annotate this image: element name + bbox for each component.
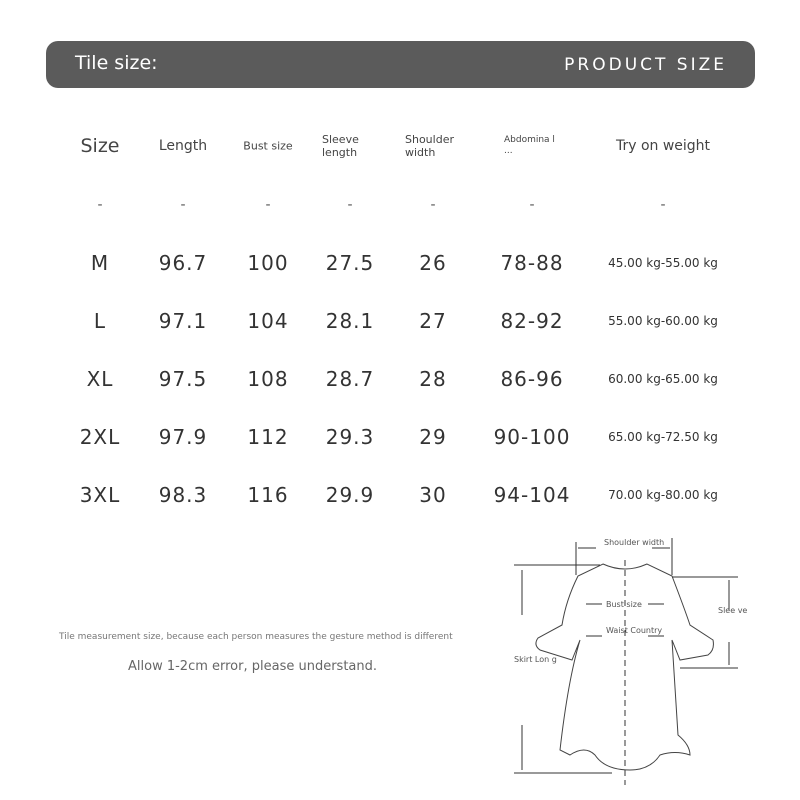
table-cell: 28.7	[325, 367, 375, 391]
product-size-title: PRODUCT SIZE	[564, 55, 727, 75]
column-header: Try on weight	[615, 138, 711, 154]
dress-outline	[535, 563, 714, 771]
table-cell: 29.3	[325, 425, 375, 449]
table-cell: 60.00 kg-65.00 kg	[608, 372, 718, 386]
size-label: XL	[86, 367, 114, 391]
column-header: Abdomina l ...	[504, 135, 555, 156]
table-cell: 104	[247, 309, 289, 333]
table-cell: 86-96	[500, 367, 564, 391]
size-label: 3XL	[79, 483, 121, 507]
table-cell: 55.00 kg-60.00 kg	[608, 314, 718, 328]
table-cell: 45.00 kg-55.00 kg	[608, 256, 718, 270]
table-cell: 27.5	[325, 251, 375, 275]
table-cell: 97.1	[158, 309, 208, 333]
sleeve-length-label: Slee ve Lo...	[718, 606, 750, 615]
table-cell: 108	[247, 367, 289, 391]
tile-size-title: Tile size:	[75, 52, 158, 74]
table-cell: 82-92	[500, 309, 564, 333]
table-cell: 97.5	[158, 367, 208, 391]
column-header: Size	[80, 135, 120, 157]
table-cell: 27	[419, 309, 447, 333]
table-cell: -	[430, 197, 436, 213]
table-cell: -	[265, 197, 271, 213]
bust-size-label: Bust size	[606, 600, 642, 609]
table-cell: -	[180, 197, 186, 213]
table-cell: 100	[247, 251, 289, 275]
shoulder-width-label: Shoulder width	[604, 538, 664, 547]
measurement-note: Tile measurement size, because each pers…	[59, 632, 453, 642]
table-cell: 28	[419, 367, 447, 391]
size-label: M	[90, 251, 110, 275]
header-banner: Tile size: PRODUCT SIZE	[46, 41, 755, 88]
table-cell: 26	[419, 251, 447, 275]
table-cell: -	[529, 197, 535, 213]
table-cell: 96.7	[158, 251, 208, 275]
skirt-length-label: Skirt Lon g	[514, 655, 557, 664]
table-cell: 30	[419, 483, 447, 507]
table-cell: 112	[247, 425, 289, 449]
table-cell: 70.00 kg-80.00 kg	[608, 488, 718, 502]
dress-measurement-diagram: Shoulder width Bust size Waist Country S…	[514, 538, 750, 785]
column-header: Sleeve length	[322, 132, 359, 159]
table-cell: 28.1	[325, 309, 375, 333]
table-cell: 29.9	[325, 483, 375, 507]
table-cell: 90-100	[493, 425, 571, 449]
waist-label: Waist Country	[606, 626, 662, 635]
table-cell: 65.00 kg-72.50 kg	[608, 430, 718, 444]
table-cell: 94-104	[493, 483, 571, 507]
table-cell: -	[347, 197, 353, 213]
column-header: Bust size	[243, 139, 293, 153]
size-label: L	[93, 309, 107, 333]
size-label: -	[97, 197, 103, 213]
table-cell: 97.9	[158, 425, 208, 449]
table-cell: 78-88	[500, 251, 564, 275]
error-note: Allow 1-2cm error, please understand.	[128, 659, 378, 674]
table-cell: -	[660, 197, 666, 213]
size-label: 2XL	[79, 425, 121, 449]
column-header: Length	[158, 138, 208, 154]
table-cell: 29	[419, 425, 447, 449]
column-header: Shoulder width	[405, 132, 454, 159]
table-cell: 98.3	[158, 483, 208, 507]
table-cell: 116	[247, 483, 289, 507]
